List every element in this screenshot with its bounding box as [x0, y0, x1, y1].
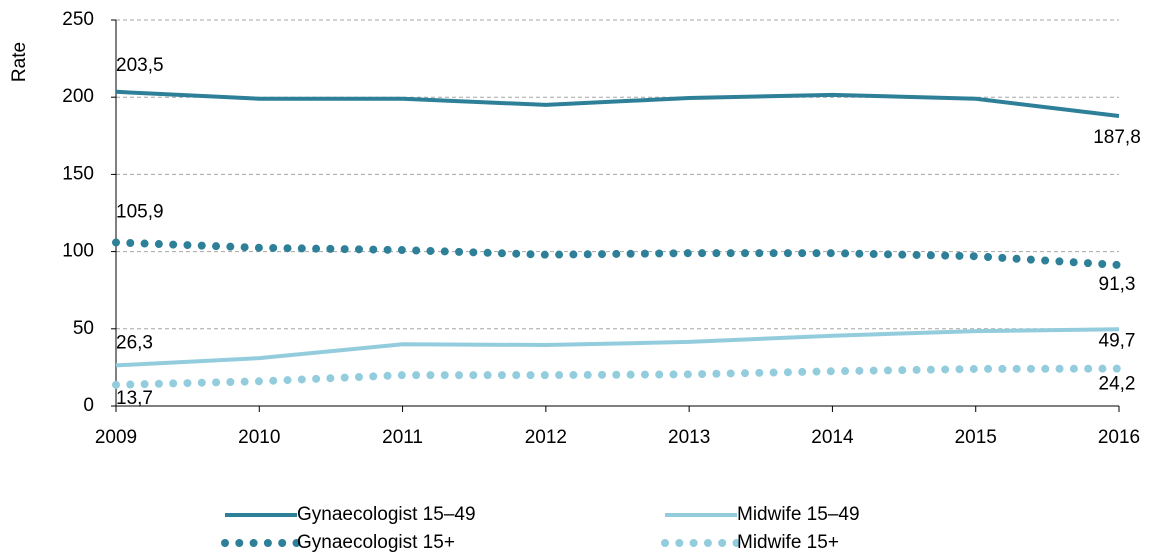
- series-line: [112, 364, 1123, 389]
- data-label: 13,7: [116, 388, 153, 409]
- y-tick-label: 250: [62, 9, 94, 30]
- x-tick-label: 2014: [811, 427, 854, 448]
- data-label: 24,2: [1099, 374, 1136, 395]
- x-tick-label: 2009: [95, 427, 137, 448]
- series-line: [112, 238, 1123, 270]
- x-tick-label: 2010: [238, 427, 280, 448]
- legend-label: Gynaecologist 15+: [297, 532, 455, 553]
- x-tick-label: 2011: [382, 427, 423, 448]
- data-label: 26,3: [116, 332, 153, 353]
- legend-label: Midwife 15+: [737, 532, 839, 553]
- x-tick-label: 2015: [955, 427, 997, 448]
- x-tick-label: 2016: [1098, 427, 1140, 448]
- data-label: 203,5: [116, 55, 164, 76]
- data-label: 91,3: [1099, 274, 1136, 295]
- x-tick-label: 2013: [668, 427, 710, 448]
- legend-label: Gynaecologist 15–49: [297, 504, 476, 525]
- y-tick-label: 200: [62, 86, 94, 107]
- y-tick-label: 100: [62, 241, 94, 262]
- y-tick-label: 0: [83, 395, 94, 416]
- y-axis-label: Rate: [9, 42, 30, 82]
- series-line: [115, 327, 1120, 368]
- y-tick-label: 150: [62, 163, 94, 184]
- data-label: 105,9: [116, 202, 164, 223]
- series-line: [115, 89, 1120, 119]
- data-label: 187,8: [1093, 127, 1141, 148]
- y-tick-label: 50: [73, 318, 94, 339]
- legend-label: Midwife 15–49: [737, 504, 860, 525]
- x-tick-label: 2012: [525, 427, 567, 448]
- data-label: 49,7: [1099, 330, 1136, 351]
